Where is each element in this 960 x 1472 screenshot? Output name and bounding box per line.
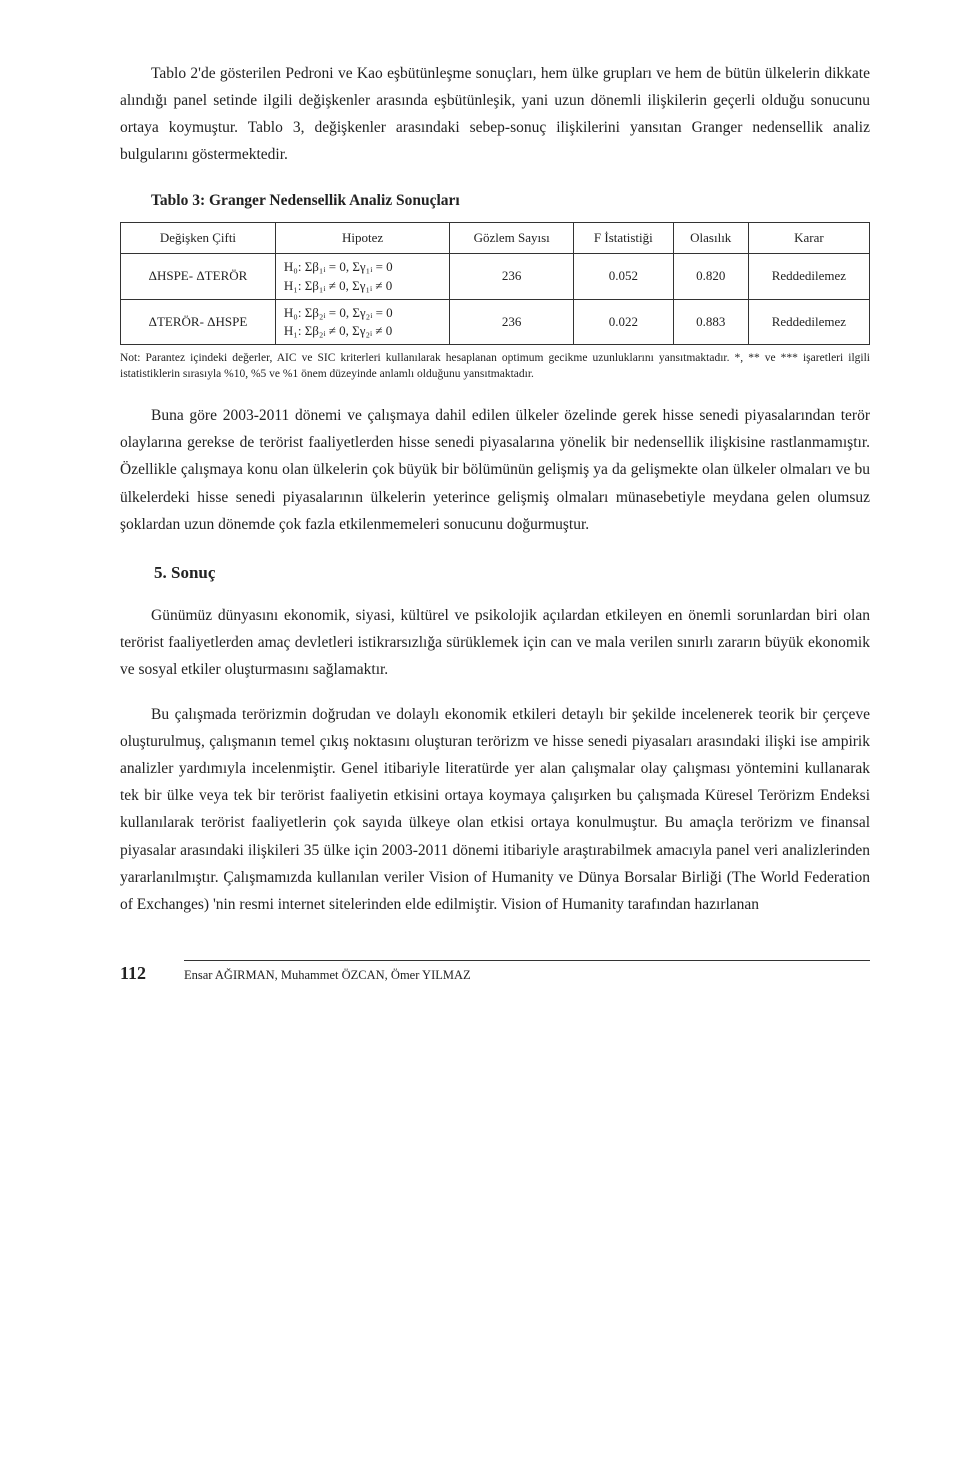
table-row: ΔTERÖR- ΔHSPE H₀: Σβ₂ᵢ = 0, Σγ₂ᵢ = 0H₁: … xyxy=(121,299,870,344)
cell-pair: ΔTERÖR- ΔHSPE xyxy=(121,299,276,344)
table-note: Not: Parantez içindeki değerler, AIC ve … xyxy=(120,351,870,382)
cell-decision: Reddedilemez xyxy=(748,254,869,299)
cell-decision: Reddedilemez xyxy=(748,299,869,344)
cell-hyp: H₀: Σβ₂ᵢ = 0, Σγ₂ᵢ = 0H₁: Σβ₂ᵢ ≠ 0, Σγ₂ᵢ… xyxy=(275,299,449,344)
col-fstat: F İstatistiği xyxy=(574,222,674,254)
page-number: 112 xyxy=(120,958,160,990)
cell-p: 0.820 xyxy=(673,254,748,299)
cell-f: 0.022 xyxy=(574,299,674,344)
col-decision: Karar xyxy=(748,222,869,254)
col-prob: Olasılık xyxy=(673,222,748,254)
col-n: Gözlem Sayısı xyxy=(450,222,574,254)
col-pair: Değişken Çifti xyxy=(121,222,276,254)
cell-p: 0.883 xyxy=(673,299,748,344)
paragraph-4: Bu çalışmada terörizmin doğrudan ve dola… xyxy=(120,701,870,918)
paragraph-1: Tablo 2'de gösterilen Pedroni ve Kao eşb… xyxy=(120,60,870,169)
cell-f: 0.052 xyxy=(574,254,674,299)
section-heading: 5. Sonuç xyxy=(120,558,870,588)
cell-hyp: H₀: Σβ₁ᵢ = 0, Σγ₁ᵢ = 0H₁: Σβ₁ᵢ ≠ 0, Σγ₁ᵢ… xyxy=(275,254,449,299)
paragraph-3: Günümüz dünyasını ekonomik, siyasi, kült… xyxy=(120,602,870,683)
paragraph-2: Buna göre 2003-2011 dönemi ve çalışmaya … xyxy=(120,402,870,538)
cell-n: 236 xyxy=(450,299,574,344)
granger-table: Değişken Çifti Hipotez Gözlem Sayısı F İ… xyxy=(120,222,870,346)
page-footer: 112 Ensar AĞIRMAN, Muhammet ÖZCAN, Ömer … xyxy=(120,958,870,990)
cell-n: 236 xyxy=(450,254,574,299)
author-line: Ensar AĞIRMAN, Muhammet ÖZCAN, Ömer YILM… xyxy=(184,960,870,987)
cell-pair: ΔHSPE- ΔTERÖR xyxy=(121,254,276,299)
col-hypothesis: Hipotez xyxy=(275,222,449,254)
table-title: Tablo 3: Granger Nedensellik Analiz Sonu… xyxy=(120,187,870,214)
table-row: ΔHSPE- ΔTERÖR H₀: Σβ₁ᵢ = 0, Σγ₁ᵢ = 0H₁: … xyxy=(121,254,870,299)
